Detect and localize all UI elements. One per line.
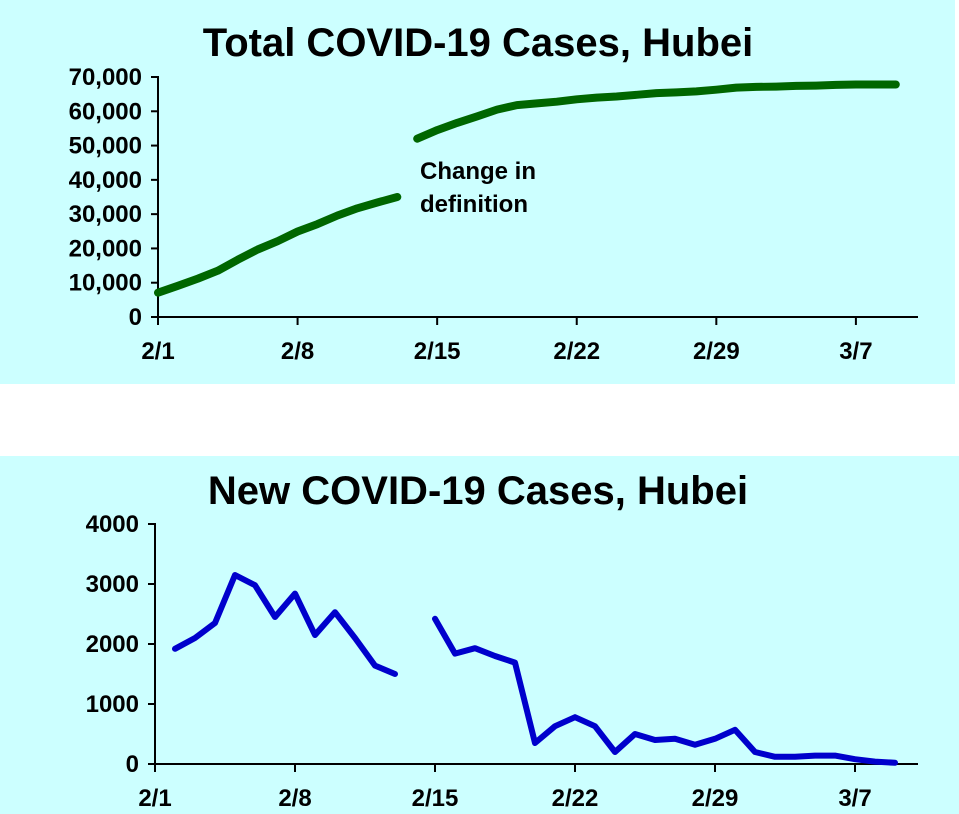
y-tick-label: 10,000 <box>69 270 142 297</box>
x-tick-label: 2/29 <box>692 785 739 812</box>
series-line-segment-2 <box>413 80 900 143</box>
y-tick-label: 40,000 <box>69 167 142 194</box>
x-tick-label: 2/1 <box>141 338 174 365</box>
annotation-text-line1: Change in <box>420 158 536 185</box>
total-cases-chart: Total COVID-19 Cases, Hubei 0 10,000 20,000… <box>69 21 918 365</box>
x-tick-label: 2/29 <box>693 338 740 365</box>
x-tick-label: 3/7 <box>839 338 872 365</box>
x-tick-label: 2/15 <box>412 785 459 812</box>
total-cases-chart-panel: Total COVID-19 Cases, Hubei 0 10,000 20,000… <box>0 0 955 384</box>
y-tick-label: 30,000 <box>69 201 142 228</box>
series-line-segment-1 <box>154 193 402 297</box>
series-line-segment-1 <box>172 572 398 677</box>
annotation-text-line2: definition <box>420 191 528 218</box>
new-cases-chart-panel: New COVID-19 Cases, Hubei 0 1000 2000 3000 40… <box>0 456 959 814</box>
y-tick-label: 50,000 <box>69 133 142 160</box>
x-tick-label: 3/7 <box>838 785 871 812</box>
x-tick-label: 2/8 <box>278 785 311 812</box>
y-tick-label: 20,000 <box>69 235 142 262</box>
y-tick-label: 4000 <box>86 511 139 538</box>
y-tick-label: 1000 <box>86 691 139 718</box>
x-tick-label: 2/15 <box>414 338 461 365</box>
y-tick-label: 2000 <box>86 631 139 658</box>
y-tick-label: 0 <box>126 751 139 778</box>
y-tick-label: 60,000 <box>69 98 142 125</box>
x-tick-label: 2/1 <box>138 785 171 812</box>
y-tick-label: 70,000 <box>69 64 142 91</box>
y-tick-label: 0 <box>129 304 142 331</box>
chart-title: New COVID-19 Cases, Hubei <box>208 469 748 513</box>
x-tick-label: 2/22 <box>553 338 600 365</box>
chart-title: Total COVID-19 Cases, Hubei <box>203 21 754 65</box>
x-tick-label: 2/8 <box>281 338 314 365</box>
series-line-segment-2 <box>432 615 898 766</box>
x-tick-label: 2/22 <box>552 785 599 812</box>
y-tick-label: 3000 <box>86 571 139 598</box>
new-cases-chart: New COVID-19 Cases, Hubei 0 1000 2000 3000 40… <box>86 469 918 812</box>
